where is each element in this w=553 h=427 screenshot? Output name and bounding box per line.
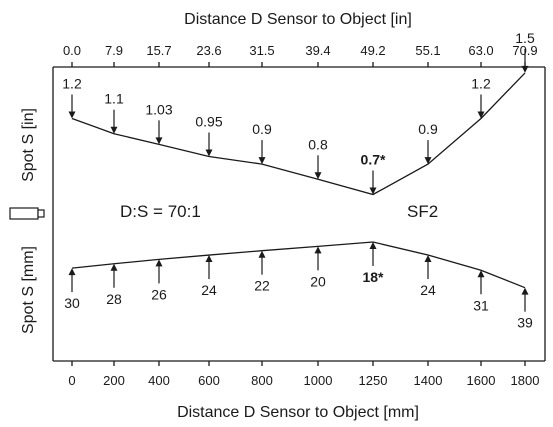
bottom-spot-line [71,241,526,289]
top-arrow-head [258,157,266,165]
top-tick-label: 7.9 [105,43,123,58]
bottom-arrow-head [477,270,485,278]
chart-marks: 0.0 7.9 15.7 23.6 31.5 39.4 49.2 55.1 63.0 70.91.… [62,30,539,388]
top-arrow-head [110,126,118,134]
ratio-label: D:S = 70:1 [120,202,201,221]
top-value-label: 1.1 [104,91,124,107]
top-tick-label: 63.0 [468,43,493,58]
top-arrow-head [477,111,485,119]
bottom-arrow-head [314,246,322,254]
top-arrow-head [205,149,213,157]
bottom-tick-label: 800 [251,373,273,388]
top-tick-label: 0.0 [63,43,81,58]
bottom-tick-label: 400 [148,373,170,388]
top-value-label: 0.8 [308,136,328,152]
top-arrow-head [521,65,529,73]
bottom-tick-label: 1800 [511,373,540,388]
top-value-label: 1.2 [471,76,491,92]
top-value-label: 0.7* [361,152,386,168]
bottom-value-label: 18* [362,269,384,285]
top-value-label: 1.5 [515,30,535,46]
top-y-label: Spot S [in] [20,108,37,182]
bottom-arrow-head [369,242,377,249]
bottom-value-label: 26 [151,286,167,302]
top-tick-label: 23.6 [196,43,221,58]
top-arrow-head [424,157,432,165]
top-arrow-head [155,137,163,145]
top-arrow-head [68,111,76,119]
top-value-label: 0.95 [195,114,222,130]
bottom-arrow-head [258,250,266,258]
top-tick-label: 31.5 [249,43,274,58]
model-label: SF2 [407,202,438,221]
bottom-arrow-head [110,263,118,271]
top-value-label: 0.9 [418,121,438,137]
top-tick-label: 49.2 [360,43,385,58]
top-value-label: 0.9 [252,121,272,137]
bottom-value-label: 22 [254,278,270,294]
top-arrow-head [314,172,322,180]
bottom-arrow-head [68,268,76,276]
top-value-label: 1.03 [145,101,172,117]
bottom-tick-label: 1600 [467,373,496,388]
bottom-y-label: Spot S [mm] [20,246,37,334]
bottom-arrow-head [521,287,529,295]
bottom-tick-label: 1000 [304,373,333,388]
bottom-value-label: 24 [201,282,217,298]
top-arrow-head [369,187,377,195]
top-value-label: 1.2 [62,76,82,92]
bottom-value-label: 24 [420,282,436,298]
bottom-value-label: 39 [517,315,533,331]
bottom-tick-label: 1400 [414,373,443,388]
bottom-tick-label: 600 [198,373,220,388]
bottom-arrow-head [155,259,163,267]
bottom-value-label: 30 [64,295,80,311]
sensor-icon [9,207,45,220]
bottom-value-label: 31 [473,297,489,313]
top-tick-label: 55.1 [415,43,440,58]
bottom-arrow-head [205,255,213,263]
bottom-value-label: 28 [106,291,122,307]
bottom-tick-label: 0 [68,373,75,388]
top-axis-title: Distance D Sensor to Object [in] [184,11,412,28]
bottom-tick-label: 200 [103,373,125,388]
bottom-tick-label: 1250 [359,373,388,388]
top-tick-label: 39.4 [305,43,330,58]
bottom-axis-title: Distance D Sensor to Object [mm] [177,404,419,421]
bottom-arrow-head [424,255,432,263]
top-tick-label: 15.7 [146,43,171,58]
bottom-value-label: 20 [310,273,326,289]
top-spot-line [71,72,526,196]
